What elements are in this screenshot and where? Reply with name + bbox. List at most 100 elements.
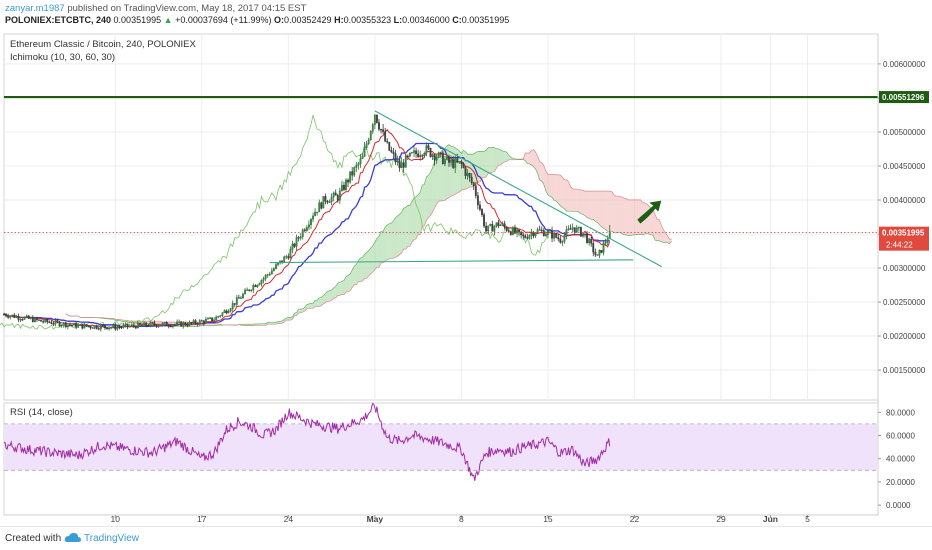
candle-body bbox=[359, 158, 362, 164]
candle-body bbox=[110, 327, 113, 329]
candle-body bbox=[600, 250, 603, 253]
candle-body bbox=[534, 232, 537, 237]
cloud-segment bbox=[562, 177, 565, 209]
cloud-segment bbox=[401, 208, 404, 254]
cloud-segment bbox=[372, 242, 375, 273]
candle-body bbox=[373, 114, 376, 125]
close-label: C: bbox=[452, 15, 462, 25]
tradingview-logo-text[interactable]: TradingView bbox=[84, 533, 140, 544]
candle-body bbox=[343, 184, 345, 190]
candle-body bbox=[262, 278, 265, 281]
candle-body bbox=[563, 235, 566, 242]
time-axis[interactable]: 10 17 24 May 8 15 22 29 Jun 5 bbox=[4, 514, 878, 524]
cloud-segment bbox=[547, 174, 550, 197]
candle-body bbox=[71, 324, 73, 327]
candle-body bbox=[530, 232, 533, 236]
candle-body bbox=[50, 322, 53, 324]
candle-body bbox=[21, 319, 24, 321]
candle-body bbox=[225, 310, 228, 314]
candle-body bbox=[522, 234, 525, 237]
cloud-segment bbox=[624, 198, 627, 235]
candle-body bbox=[200, 320, 203, 322]
candle-body bbox=[242, 293, 244, 299]
cloud-segment bbox=[533, 149, 536, 170]
candle-body bbox=[17, 316, 20, 320]
candle-body bbox=[575, 227, 578, 233]
cloud-segment bbox=[430, 167, 433, 216]
author-link[interactable]: zanyar.m1987 bbox=[5, 3, 65, 14]
candle-body bbox=[169, 325, 172, 328]
candle-body bbox=[149, 322, 152, 327]
cloud-segment bbox=[500, 149, 503, 165]
candle-body bbox=[62, 322, 65, 326]
candle-body bbox=[501, 223, 504, 226]
cloud-segment bbox=[655, 214, 658, 241]
cloud-segment bbox=[259, 323, 262, 326]
price-pane[interactable]: Ethereum Classic / Bitcoin, 240, POLONIE… bbox=[0, 33, 879, 515]
candle-body bbox=[462, 163, 465, 168]
candle-body bbox=[176, 321, 178, 325]
rsi-pane[interactable]: RSI (14, close) bbox=[3, 402, 879, 516]
candle-body bbox=[584, 233, 586, 235]
cloud-segment bbox=[403, 207, 406, 250]
rsi-tick-label: 80.0000 bbox=[886, 408, 915, 417]
cloud-segment bbox=[315, 300, 318, 307]
candle-body bbox=[396, 160, 399, 162]
candle-body bbox=[423, 153, 426, 156]
candle-body bbox=[520, 231, 523, 236]
candle-body bbox=[275, 264, 277, 269]
candle-body bbox=[196, 323, 199, 325]
chart-title: Ethereum Classic / Bitcoin, 240, POLONIE… bbox=[10, 39, 197, 50]
candle-body bbox=[598, 250, 601, 256]
candle-body bbox=[347, 179, 349, 183]
candle-body bbox=[270, 270, 273, 275]
rsi-tick-label: 60.0000 bbox=[886, 431, 915, 440]
candle-body bbox=[124, 323, 127, 326]
candle-body bbox=[159, 325, 162, 327]
candle-body bbox=[91, 327, 94, 329]
cloud-segment bbox=[434, 154, 437, 208]
cloud-segment bbox=[374, 238, 377, 270]
candle-body bbox=[143, 322, 146, 326]
candle-body bbox=[132, 324, 135, 327]
candle-body bbox=[464, 167, 467, 176]
cloud-segment bbox=[554, 174, 557, 201]
cloud-segment bbox=[564, 179, 567, 212]
candle-body bbox=[579, 227, 582, 237]
cloud-segment bbox=[329, 290, 332, 302]
candle-body bbox=[594, 252, 597, 255]
rsi-tick-label: 40.0000 bbox=[886, 455, 915, 464]
candle-body bbox=[324, 196, 327, 202]
publish-line: zanyar.m1987 published on TradingView.co… bbox=[5, 3, 306, 14]
cloud-segment bbox=[362, 254, 365, 282]
cloud-segment bbox=[578, 189, 581, 214]
indicator-legend[interactable]: Ichimoku (10, 30, 60, 30) bbox=[10, 52, 115, 63]
cloud-segment bbox=[333, 286, 336, 299]
cloud-segment bbox=[389, 223, 392, 259]
chart-canvas[interactable]: Ethereum Classic / Bitcoin, 240, POLONIE… bbox=[0, 28, 932, 526]
rsi-legend[interactable]: RSI (14, close) bbox=[10, 407, 73, 418]
candle-body bbox=[602, 242, 605, 253]
cloud-segment bbox=[298, 308, 301, 313]
candle-body bbox=[402, 162, 405, 168]
candle-body bbox=[153, 322, 156, 326]
candle-body bbox=[75, 323, 78, 328]
cloud-segment bbox=[582, 190, 586, 216]
cloud-segment bbox=[282, 319, 285, 324]
candle-body bbox=[349, 171, 352, 183]
cloud-segment bbox=[323, 293, 326, 304]
candle-body bbox=[499, 224, 502, 227]
price-tick-label: 0.00600000 bbox=[883, 60, 926, 69]
price-axis[interactable]: 0.006000000.005500000.005000000.00450000… bbox=[877, 34, 929, 515]
cloud-segment bbox=[549, 174, 553, 198]
cloud-segment bbox=[385, 225, 388, 261]
cloud-segment bbox=[609, 191, 612, 232]
candle-body bbox=[320, 202, 323, 209]
cloud-segment bbox=[284, 317, 287, 322]
cloud-segment bbox=[265, 322, 268, 326]
candle-body bbox=[5, 314, 7, 317]
bar-countdown-label: 2:44:22 bbox=[886, 241, 913, 250]
cloud-segment bbox=[657, 219, 660, 241]
cloud-segment bbox=[370, 245, 373, 274]
candle-body bbox=[437, 152, 440, 158]
